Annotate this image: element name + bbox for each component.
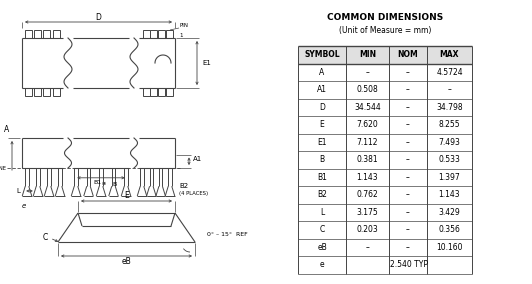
Text: 7.493: 7.493 (438, 138, 460, 147)
Text: NOM: NOM (397, 50, 418, 59)
Text: 7.112: 7.112 (357, 138, 378, 147)
Bar (158, 88, 165, 96)
Text: A1: A1 (193, 156, 202, 162)
Text: MIN: MIN (359, 50, 376, 59)
Text: 2.540 TYP: 2.540 TYP (390, 260, 428, 269)
Bar (165, 30, 172, 38)
Text: A: A (319, 68, 325, 77)
Text: e: e (320, 260, 325, 269)
Text: e: e (22, 203, 26, 209)
Text: 3.429: 3.429 (438, 208, 460, 217)
Bar (298, 46, 472, 64)
Text: SEATING PLANE: SEATING PLANE (0, 166, 6, 170)
Bar (143, 88, 149, 96)
Bar (165, 88, 172, 96)
Text: –: – (406, 243, 410, 252)
Text: (Unit of Measure = mm): (Unit of Measure = mm) (339, 26, 431, 34)
Text: MAX: MAX (440, 50, 459, 59)
Text: 1.143: 1.143 (356, 173, 378, 182)
Text: eB: eB (317, 243, 327, 252)
Text: –: – (406, 225, 410, 234)
Text: L: L (320, 208, 324, 217)
Text: E: E (320, 120, 325, 129)
Text: 0.762: 0.762 (356, 190, 378, 199)
Bar (53, 88, 60, 96)
Text: –: – (406, 155, 410, 164)
Bar (24, 30, 31, 38)
Text: B2: B2 (317, 190, 327, 199)
Text: 0.356: 0.356 (438, 225, 460, 234)
Text: –: – (406, 208, 410, 217)
Text: –: – (365, 68, 369, 77)
Text: PIN: PIN (179, 23, 188, 28)
Text: B1: B1 (93, 180, 101, 185)
Bar (24, 88, 31, 96)
Text: E1: E1 (317, 138, 327, 147)
Text: –: – (406, 103, 410, 112)
Text: –: – (406, 173, 410, 182)
Text: 0.381: 0.381 (356, 155, 378, 164)
Text: 1.397: 1.397 (438, 173, 460, 182)
Text: C: C (43, 233, 48, 241)
Text: –: – (406, 190, 410, 199)
Text: 1.143: 1.143 (439, 190, 460, 199)
Text: (4 PLACES): (4 PLACES) (179, 191, 208, 195)
Bar (53, 30, 60, 38)
Text: –: – (406, 68, 410, 77)
Bar (158, 30, 165, 38)
Text: 0° – 15°  REF: 0° – 15° REF (207, 231, 248, 237)
Text: C: C (319, 225, 325, 234)
Bar (43, 88, 50, 96)
Text: –: – (365, 243, 369, 252)
Text: 0.533: 0.533 (438, 155, 460, 164)
Text: COMMON DIMENSIONS: COMMON DIMENSIONS (327, 14, 443, 22)
Text: 34.798: 34.798 (436, 103, 463, 112)
Text: 7.620: 7.620 (356, 120, 378, 129)
Text: D: D (96, 12, 102, 22)
Text: –: – (406, 120, 410, 129)
Text: 1: 1 (179, 33, 182, 38)
Text: L: L (16, 188, 20, 194)
Text: 0.203: 0.203 (356, 225, 378, 234)
Text: 4.5724: 4.5724 (436, 68, 463, 77)
Text: E1: E1 (202, 60, 211, 66)
Text: –: – (406, 138, 410, 147)
Text: eB: eB (122, 258, 131, 266)
Bar (150, 88, 157, 96)
Text: B: B (319, 155, 325, 164)
Text: A: A (4, 125, 9, 134)
Bar (150, 30, 157, 38)
Text: B: B (113, 182, 117, 187)
Bar (34, 30, 41, 38)
Text: 0.508: 0.508 (356, 85, 378, 94)
Text: D: D (319, 103, 325, 112)
Text: 34.544: 34.544 (354, 103, 381, 112)
Text: 10.160: 10.160 (436, 243, 463, 252)
Text: E: E (124, 191, 129, 201)
Text: –: – (447, 85, 452, 94)
Bar (43, 30, 50, 38)
Text: SYMBOL: SYMBOL (304, 50, 340, 59)
Text: B1: B1 (317, 173, 327, 182)
Text: 3.175: 3.175 (356, 208, 378, 217)
Text: B2: B2 (179, 183, 188, 189)
Text: 8.255: 8.255 (439, 120, 460, 129)
Text: –: – (406, 85, 410, 94)
Text: A1: A1 (317, 85, 327, 94)
Bar (143, 30, 149, 38)
Bar (34, 88, 41, 96)
